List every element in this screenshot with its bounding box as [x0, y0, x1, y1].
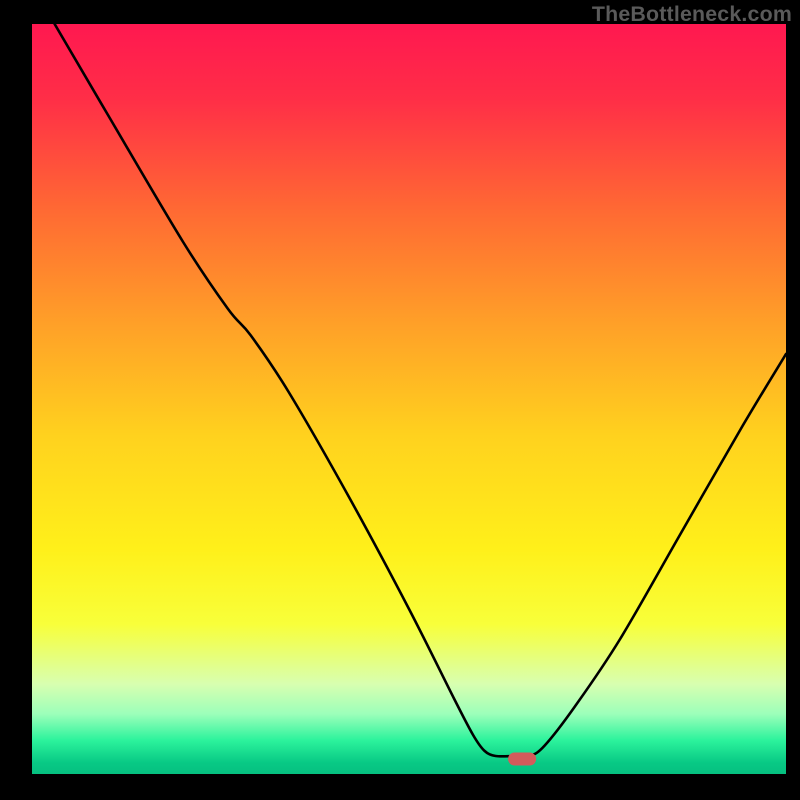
chart-svg — [32, 24, 786, 774]
plot-area — [32, 24, 786, 774]
optimum-marker — [509, 753, 536, 765]
chart-frame: TheBottleneck.com — [0, 0, 800, 800]
gradient-background — [32, 24, 786, 774]
